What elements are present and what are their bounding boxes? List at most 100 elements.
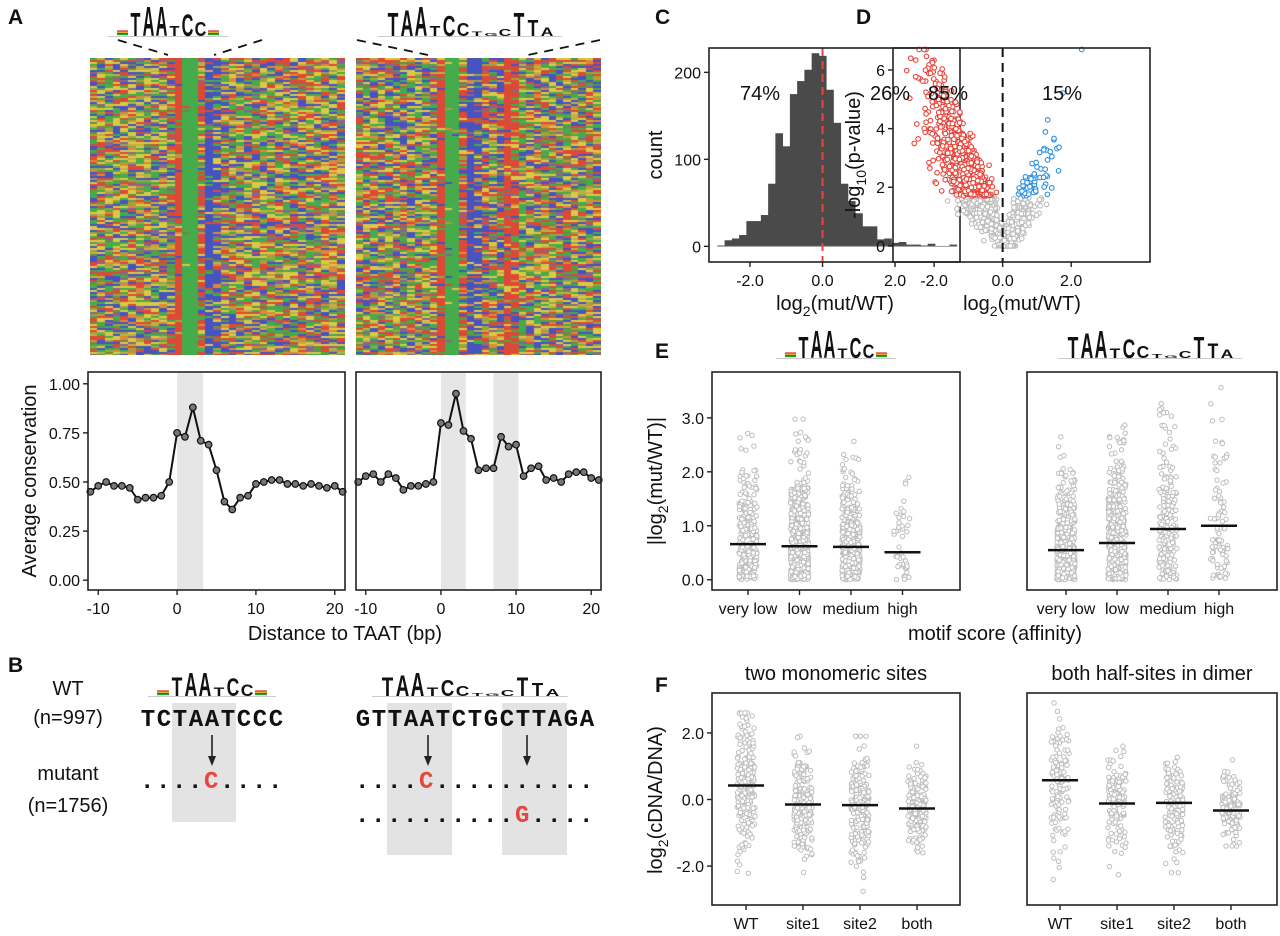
strip-point: [1217, 500, 1224, 506]
strip-point: [1161, 508, 1168, 515]
volcano-point-down: [929, 130, 936, 137]
volcano-point-up: [1019, 188, 1025, 194]
volcano-point-down: [938, 188, 945, 194]
strip-point: [1173, 507, 1179, 514]
conservation-point: [549, 474, 558, 482]
strip-point: [743, 564, 749, 570]
conservation-point: [291, 480, 300, 488]
strip-point: [1122, 505, 1128, 512]
strip-point: [1070, 553, 1077, 560]
conservation-point: [534, 462, 543, 471]
histogram-bar: [797, 81, 805, 247]
strip-point: [896, 520, 902, 526]
strip-point: [752, 525, 758, 531]
volcano-point-down: [942, 130, 949, 137]
strip-point: [743, 569, 750, 575]
strip-point: [1118, 447, 1125, 453]
strip-point: [742, 490, 749, 496]
volcano-point-up: [1047, 148, 1054, 155]
volcano-point-ns: [1026, 214, 1033, 221]
volcano-point-ns: [1018, 210, 1025, 217]
strip-point: [904, 529, 910, 535]
volcano-point-ns: [996, 234, 1003, 241]
strip-point: [1069, 536, 1075, 542]
y-tick-label: 0.50: [49, 475, 80, 492]
strip-point: [1108, 451, 1115, 457]
volcano-point-down: [919, 78, 926, 84]
histogram-bar: [775, 133, 784, 247]
strip-point: [1112, 548, 1118, 555]
logo-letter: T: [430, 23, 441, 39]
strip-point: [904, 569, 910, 576]
conservation-point: [283, 480, 292, 488]
panel-label-a: A: [8, 6, 23, 29]
strip-point: [788, 568, 794, 575]
strip-point: [737, 491, 744, 498]
strip-point: [841, 451, 847, 458]
logo-letter: A: [143, 0, 155, 45]
strip-point: [743, 744, 749, 750]
strip-point: [1121, 496, 1127, 502]
conservation-point: [542, 476, 551, 484]
strip-point: [1168, 535, 1174, 541]
volcano-point-ns: [1005, 225, 1012, 232]
volcano-point-ns: [1033, 212, 1040, 219]
histogram-bar: [818, 55, 827, 247]
strip-point: [736, 567, 743, 574]
volcano-point-down: [933, 180, 940, 187]
panel-label-e: E: [655, 340, 669, 363]
strip-point: [1210, 572, 1216, 578]
volcano-point-down: [927, 117, 934, 124]
histogram-bar: [905, 244, 914, 247]
logo-letter-mixed: [117, 32, 128, 34]
volcano-point-up: [1044, 191, 1051, 198]
strip-point: [1218, 384, 1224, 391]
strip-point: [1207, 515, 1214, 521]
strip-point: [1216, 530, 1222, 537]
line-plot-frame: [355, 371, 602, 591]
volcano-point-ns: [1010, 231, 1017, 237]
strip-point: [1116, 575, 1122, 581]
volcano-point-ns: [973, 214, 980, 221]
volcano-point-down: [912, 57, 919, 63]
volcano-point-down: [986, 179, 993, 186]
category-label: low: [787, 601, 811, 618]
strip-point: [1160, 495, 1167, 502]
volcano-point-down: [930, 157, 937, 164]
volcano-point-ns: [968, 201, 975, 208]
strip-point: [804, 524, 810, 531]
logo-letter: T: [472, 30, 483, 37]
category-label: high: [1204, 601, 1234, 618]
strip-point: [797, 459, 804, 465]
zoom-guide-line: [117, 39, 169, 56]
strip-point: [891, 528, 897, 535]
strip-point: [839, 567, 845, 574]
volcano-point-down: [956, 156, 963, 163]
strip-point: [846, 558, 852, 564]
conservation-point: [444, 421, 453, 429]
strip-point: [734, 755, 741, 761]
volcano-point-down: [948, 108, 955, 115]
strip-point: [743, 473, 749, 479]
strip-point: [737, 435, 743, 441]
conservation-point: [204, 440, 213, 449]
category-label: very low: [1037, 601, 1096, 618]
strip-point: [848, 522, 855, 528]
strip-point: [1168, 545, 1174, 552]
conservation-point: [173, 428, 181, 437]
volcano-point-ns: [984, 218, 991, 224]
conservation-point: [406, 482, 415, 490]
logo-letter: A: [156, 0, 168, 45]
conservation-point: [384, 470, 393, 479]
y-tick-label: 0.75: [49, 426, 80, 443]
volcano-point-ns: [979, 203, 986, 210]
strip-point: [1217, 547, 1224, 553]
strip-point: [839, 572, 845, 579]
strip-point: [1210, 557, 1216, 564]
strip-point: [1223, 558, 1229, 564]
conservation-point: [252, 480, 260, 488]
strip-point: [789, 522, 795, 529]
strip-point: [1055, 484, 1061, 491]
y-tick-label: 0.0: [682, 573, 704, 590]
